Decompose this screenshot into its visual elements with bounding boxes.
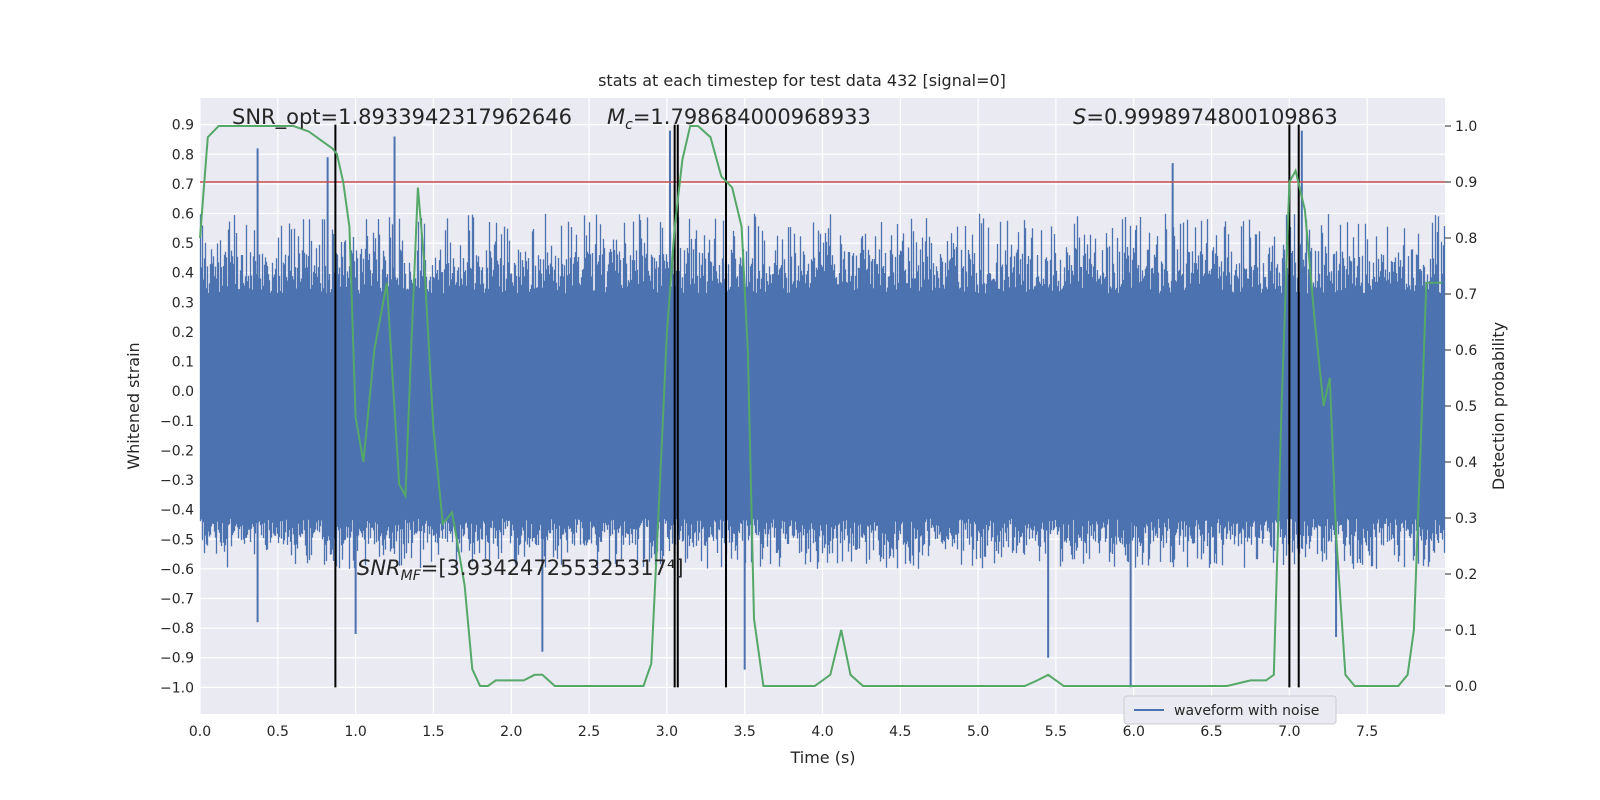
y-left-tick-label-13: 0.3	[172, 295, 194, 311]
y-left-tick-label-1: −0.9	[160, 651, 194, 667]
y-left-tick-label-14: 0.4	[172, 266, 194, 282]
probability-series	[199, 125, 1442, 687]
chart-title: stats at each timestep for test data 432…	[598, 71, 1006, 90]
y-right-tick-label-3: 0.3	[1455, 511, 1477, 527]
y-left-tick-label-0: −1.0	[160, 680, 194, 696]
y-left-tick-label-4: −0.6	[160, 562, 194, 578]
y-left-tick-label-8: −0.2	[160, 443, 194, 459]
x-tick-label-15: 7.5	[1356, 724, 1378, 740]
snr-mf-symbol: SNR	[357, 556, 401, 580]
chirp-mass-annotation: Mc=1.798684000968933	[607, 105, 871, 133]
y-left-tick-label-10: 0.0	[172, 384, 194, 400]
x-tick-label-11: 5.5	[1045, 724, 1067, 740]
x-tick-label-6: 3.0	[656, 724, 678, 740]
x-tick-label-14: 7.0	[1278, 724, 1300, 740]
x-tick-label-3: 1.5	[422, 724, 444, 740]
x-axis-label: Time (s)	[789, 748, 855, 767]
waveform-noise	[199, 213, 1446, 569]
x-tick-label-10: 5.0	[967, 724, 989, 740]
snr-mf-annotation: SNRMF=[3.934247255325317⁴]	[357, 556, 684, 584]
x-tick-label-5: 2.5	[578, 724, 600, 740]
y-left-tick-label-17: 0.7	[172, 177, 194, 193]
snr-mf-subscript: MF	[401, 568, 422, 584]
legend-label: waveform with noise	[1174, 703, 1319, 719]
y-left-tick-label-18: 0.8	[172, 147, 194, 163]
x-tick-label-2: 1.0	[344, 724, 366, 740]
y-right-tick-label-1: 0.1	[1455, 623, 1477, 639]
s-annotation: S=0.9998974800109863	[1073, 105, 1338, 129]
y-right-tick-label-4: 0.4	[1455, 455, 1477, 471]
waveform-series	[199, 130, 1446, 688]
y-left-tick-label-5: −0.5	[160, 532, 194, 548]
chirp-mass-subscript: c	[625, 117, 633, 133]
y-left-tick-label-11: 0.1	[172, 355, 194, 371]
x-tick-label-4: 2.0	[500, 724, 522, 740]
y-left-tick-label-9: −0.1	[160, 414, 194, 430]
y-left-tick-label-2: −0.8	[160, 621, 194, 637]
x-tick-label-1: 0.5	[267, 724, 289, 740]
snr-opt-annotation: SNR_opt=1.8933942317962646	[232, 105, 572, 130]
legend: waveform with noise	[1123, 695, 1337, 725]
y-right-tick-label-7: 0.7	[1455, 287, 1477, 303]
legend-box	[1123, 695, 1337, 725]
x-tick-label-0: 0.0	[189, 724, 211, 740]
y-right-tick-label-6: 0.6	[1455, 343, 1477, 359]
y-left-tick-label-12: 0.2	[172, 325, 194, 341]
s-value: =0.9998974800109863	[1086, 105, 1337, 129]
s-symbol: S	[1073, 105, 1086, 129]
y-right-axis-ticks: 0.0 0.1 0.2 0.3 0.4 0.5 0.6 0.7 0.8 0.9 1.0	[1445, 119, 1477, 695]
x-tick-label-8: 4.0	[811, 724, 833, 740]
y-left-tick-label-3: −0.7	[160, 592, 194, 608]
y-right-tick-label-2: 0.2	[1455, 567, 1477, 583]
x-tick-label-7: 3.5	[734, 724, 756, 740]
x-axis-ticks: 0.0 0.5 1.0 1.5 2.0 2.5 3.0 3.5 4.0 4.5 5.0 5.5 6.0 6…	[189, 724, 1378, 740]
y-left-axis-label: Whitened strain	[124, 342, 143, 469]
x-tick-label-13: 6.5	[1200, 724, 1222, 740]
y-left-tick-label-19: 0.9	[172, 118, 194, 134]
chirp-mass-symbol: M	[607, 105, 625, 129]
y-right-tick-label-9: 0.9	[1455, 175, 1477, 191]
x-tick-label-9: 4.5	[889, 724, 911, 740]
y-right-tick-label-0: 0.0	[1455, 679, 1477, 695]
y-left-tick-label-16: 0.6	[172, 207, 194, 223]
y-left-tick-label-15: 0.5	[172, 236, 194, 252]
x-tick-label-12: 6.0	[1123, 724, 1145, 740]
chirp-mass-value: =1.798684000968933	[633, 105, 871, 129]
y-right-tick-label-10: 1.0	[1455, 119, 1477, 135]
y-left-tick-label-7: −0.3	[160, 473, 194, 489]
y-right-tick-label-8: 0.8	[1455, 231, 1477, 247]
y-right-tick-label-5: 0.5	[1455, 399, 1477, 415]
y-right-axis-label: Detection probability	[1489, 322, 1508, 490]
y-left-axis-ticks: −1.0 −0.9 −0.8 −0.7 −0.6 −0.5 −0.4 −0.3 −0.2 −0.1…	[160, 118, 194, 697]
snr-mf-value: =[3.934247255325317⁴]	[421, 556, 684, 580]
y-left-tick-label-6: −0.4	[160, 503, 194, 519]
